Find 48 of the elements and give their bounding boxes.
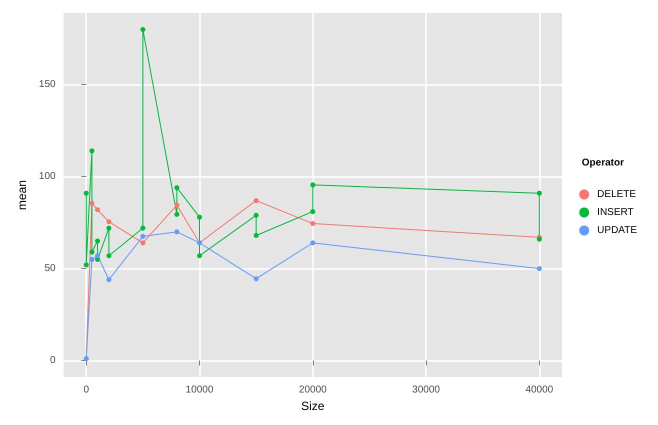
y-tick-label: 0 xyxy=(50,355,56,366)
point xyxy=(174,212,180,217)
point xyxy=(140,234,146,239)
point xyxy=(106,253,112,258)
point xyxy=(174,185,180,190)
x-axis-title: Size xyxy=(301,399,325,413)
legend-title: Operator xyxy=(582,158,624,168)
point xyxy=(140,226,146,231)
point xyxy=(89,148,94,154)
x-tick-label: 20000 xyxy=(298,384,328,396)
y-tick-label: 50 xyxy=(44,263,56,274)
legend-label: UPDATE xyxy=(597,225,638,236)
point xyxy=(95,253,100,258)
legend-label: DELETE xyxy=(597,189,636,200)
y-tick-label: 100 xyxy=(38,171,56,182)
point xyxy=(197,253,202,258)
point xyxy=(254,198,259,204)
point xyxy=(310,221,316,226)
point xyxy=(140,240,146,246)
point xyxy=(95,207,100,212)
point xyxy=(536,190,542,196)
point xyxy=(140,27,146,32)
point xyxy=(310,209,316,214)
point xyxy=(174,202,180,208)
point xyxy=(106,226,112,231)
point xyxy=(89,250,94,255)
x-tick-label: 10000 xyxy=(186,384,214,396)
point xyxy=(536,266,542,272)
y-axis-title: mean xyxy=(15,180,29,210)
point xyxy=(310,240,316,246)
x-tick-label: 0 xyxy=(83,384,90,396)
point xyxy=(254,212,259,218)
point xyxy=(174,229,180,234)
point xyxy=(106,219,112,224)
x-tick-label: 40000 xyxy=(525,384,554,396)
point xyxy=(89,256,94,262)
point xyxy=(197,214,202,220)
legend-label: INSERT xyxy=(597,207,634,218)
point xyxy=(254,276,259,282)
point xyxy=(89,200,94,206)
y-tick-label: 150 xyxy=(38,79,56,90)
point xyxy=(106,277,112,282)
x-tick-label: 30000 xyxy=(412,384,440,396)
point xyxy=(84,262,89,268)
point xyxy=(95,238,100,244)
point xyxy=(310,182,316,188)
point xyxy=(254,233,259,238)
point xyxy=(84,190,89,196)
